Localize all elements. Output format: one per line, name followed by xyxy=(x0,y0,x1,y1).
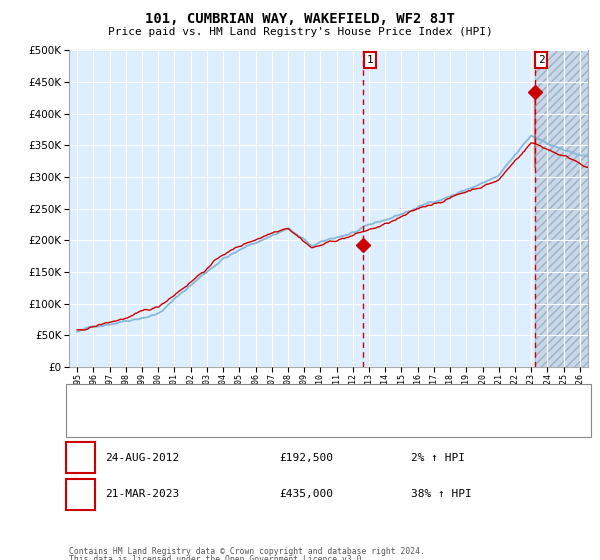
Text: £435,000: £435,000 xyxy=(279,489,333,499)
Text: This data is licensed under the Open Government Licence v3.0.: This data is licensed under the Open Gov… xyxy=(69,556,367,560)
Text: 1: 1 xyxy=(77,453,84,463)
Text: Price paid vs. HM Land Registry's House Price Index (HPI): Price paid vs. HM Land Registry's House … xyxy=(107,27,493,37)
Text: 101, CUMBRIAN WAY, WAKEFIELD, WF2 8JT (detached house): 101, CUMBRIAN WAY, WAKEFIELD, WF2 8JT (d… xyxy=(114,395,425,404)
Text: £192,500: £192,500 xyxy=(279,453,333,463)
Text: HPI: Average price, detached house, Wakefield: HPI: Average price, detached house, Wake… xyxy=(114,418,373,427)
Text: 2% ↑ HPI: 2% ↑ HPI xyxy=(411,453,465,463)
Text: 24-AUG-2012: 24-AUG-2012 xyxy=(105,453,179,463)
Text: 2: 2 xyxy=(538,55,545,65)
Text: ———: ——— xyxy=(75,416,97,428)
Text: 2: 2 xyxy=(77,489,84,499)
Text: 21-MAR-2023: 21-MAR-2023 xyxy=(105,489,179,499)
Text: 101, CUMBRIAN WAY, WAKEFIELD, WF2 8JT: 101, CUMBRIAN WAY, WAKEFIELD, WF2 8JT xyxy=(145,12,455,26)
Bar xyxy=(535,50,596,367)
Text: 38% ↑ HPI: 38% ↑ HPI xyxy=(411,489,472,499)
Text: Contains HM Land Registry data © Crown copyright and database right 2024.: Contains HM Land Registry data © Crown c… xyxy=(69,547,425,556)
Text: 1: 1 xyxy=(367,55,373,65)
Text: ———: ——— xyxy=(75,393,97,406)
